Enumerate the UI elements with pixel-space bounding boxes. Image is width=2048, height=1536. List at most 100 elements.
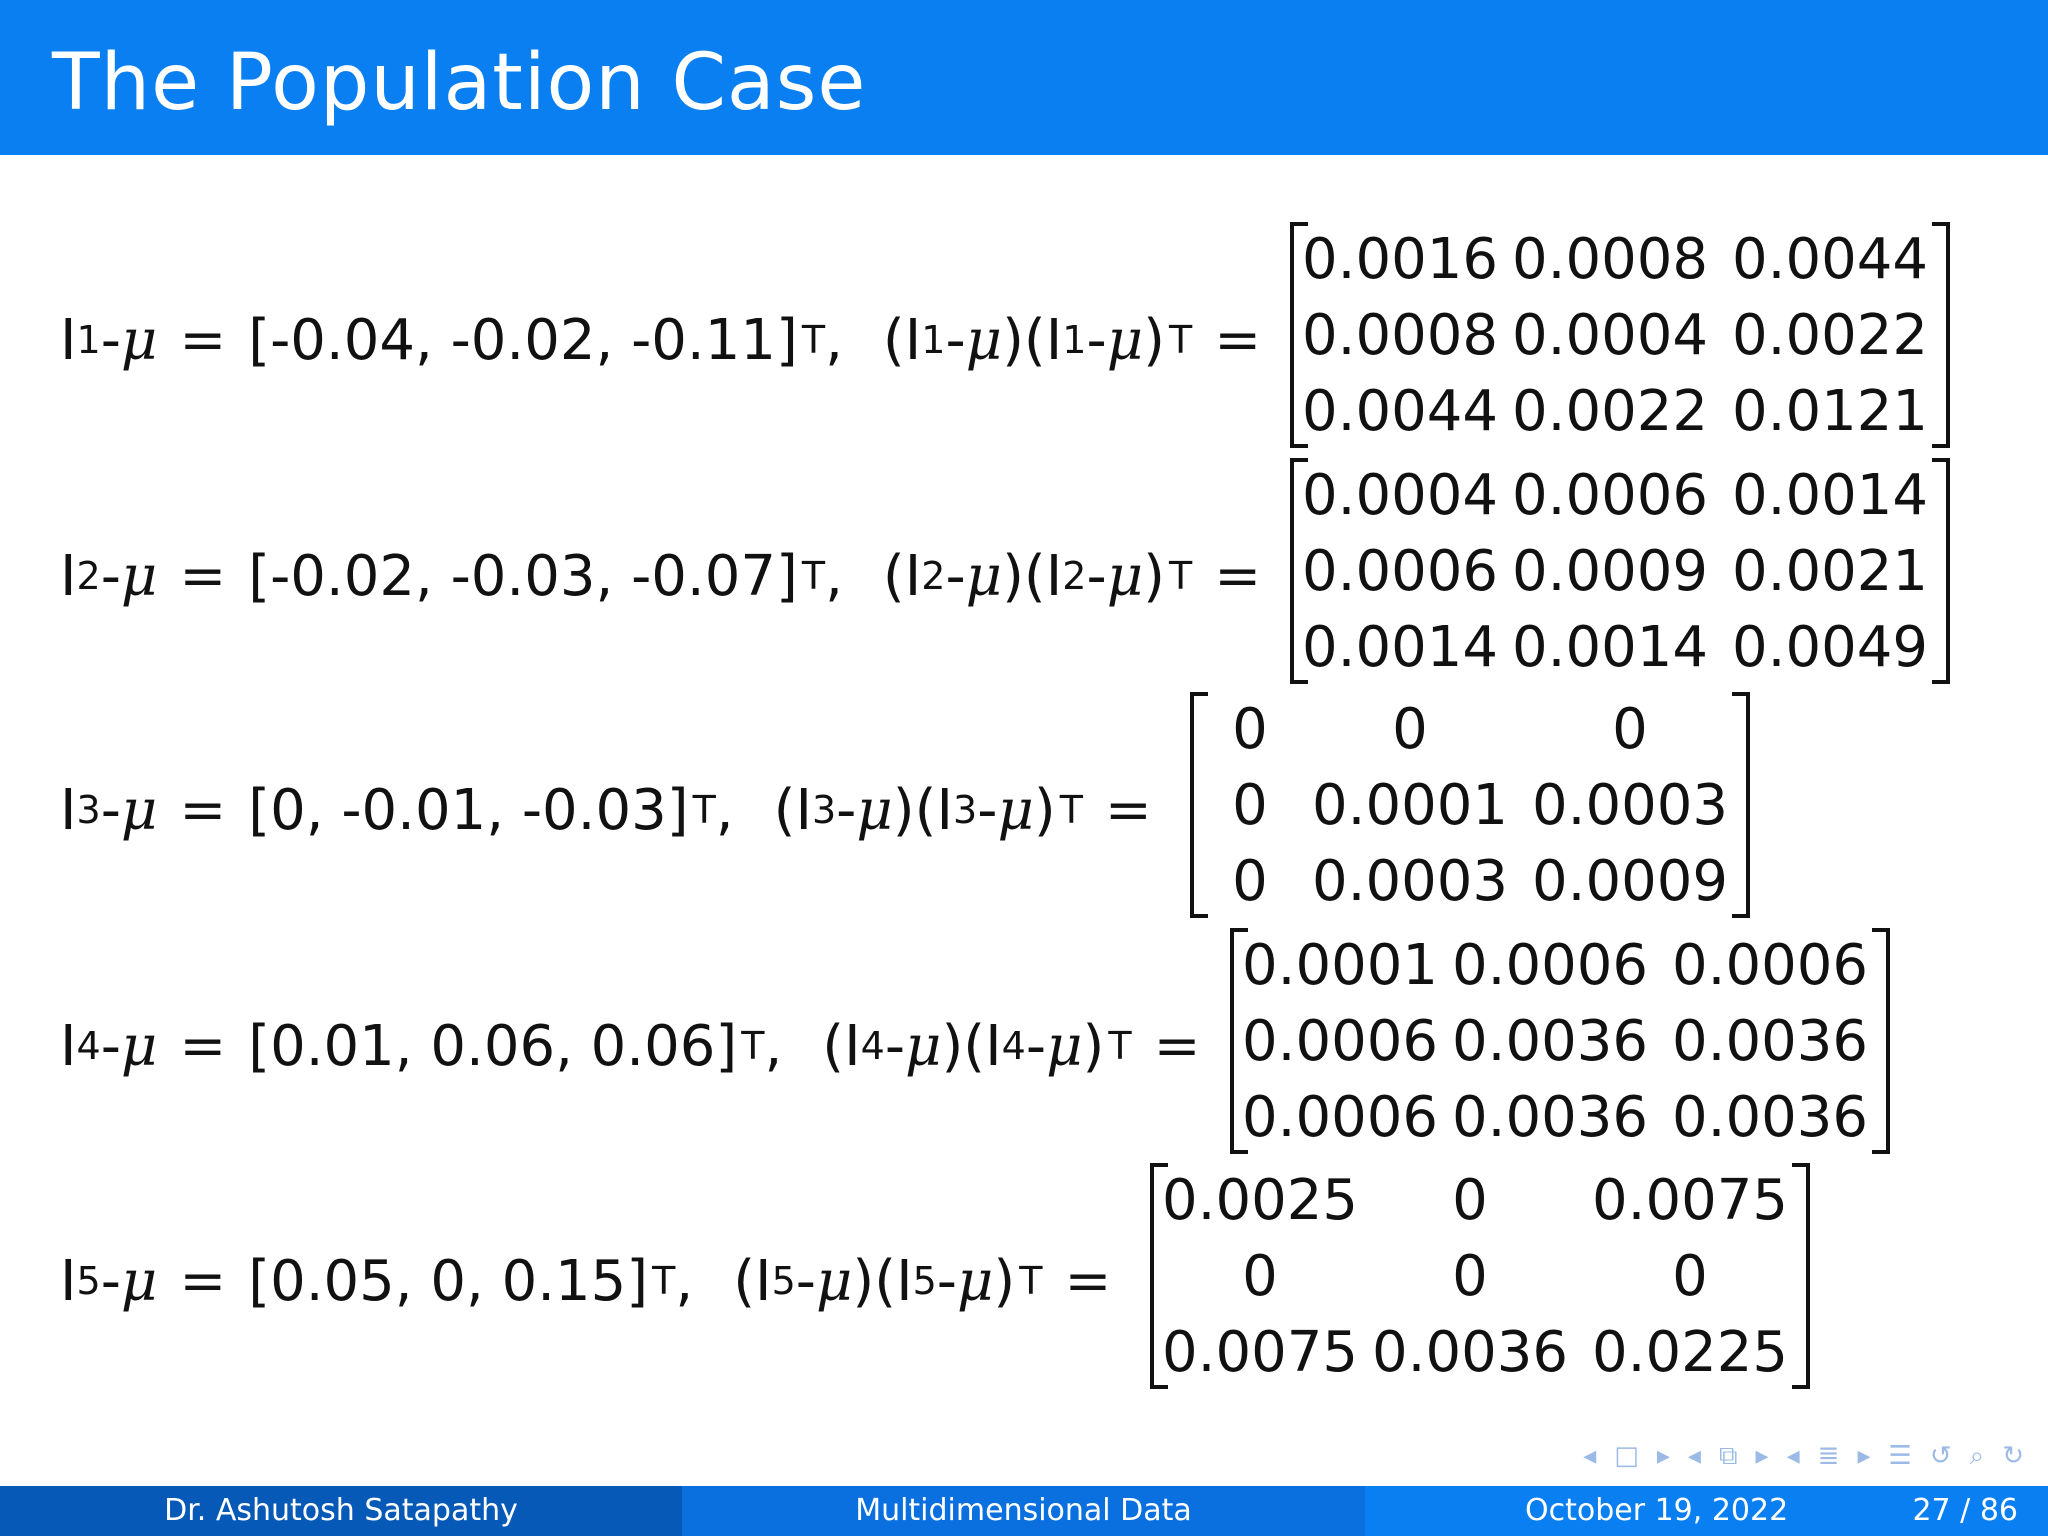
nav-frame-icon[interactable]: □	[1614, 1441, 1639, 1471]
paren-close: )	[852, 1248, 875, 1314]
symbol-i: I	[844, 1013, 861, 1079]
symbol-i: I	[896, 1248, 913, 1314]
symbol-transpose: T	[652, 1259, 676, 1303]
nav-back-icon[interactable]: ↺	[1929, 1441, 1952, 1471]
symbol-mu: μ	[1106, 543, 1144, 609]
row-index: 2	[921, 554, 946, 598]
matrix-cell: 0.0003	[1312, 849, 1508, 914]
row-index: 3	[76, 788, 101, 832]
footer-topic: Multidimensional Data	[682, 1486, 1365, 1536]
matrix-cell: 0	[1612, 697, 1648, 762]
matrix-cell: 0.0004	[1302, 463, 1498, 528]
paren-open: (	[874, 1248, 897, 1314]
paren-open: (	[1023, 543, 1046, 609]
paren-close: )	[1002, 307, 1024, 373]
equation-lhs: I 4- μ = [0.01, 0.06, 0.06] T,(I 4- μ)(I 4- μ) T =	[60, 928, 1222, 1164]
symbol-i: I	[60, 307, 77, 373]
matrix-cell: 0.0009	[1532, 849, 1728, 914]
title-bar: The Population Case	[0, 0, 2048, 155]
nav-prev-section-icon[interactable]: ◂	[1786, 1441, 1800, 1471]
matrix-cell: 0.0036	[1372, 1320, 1568, 1385]
symbol-comma: ,	[825, 307, 843, 373]
matrix-cell: 0.0036	[1672, 1009, 1868, 1074]
symbol-mu: μ	[120, 543, 158, 609]
equation-lhs: I 3- μ = [0, -0.01, -0.03] T,(I 3- μ)(I 3- μ) T =	[60, 692, 1174, 928]
symbol-equals: =	[1214, 307, 1262, 373]
symbol-mu: μ	[965, 307, 1003, 373]
symbol-mu: μ	[965, 543, 1003, 609]
matrix-cell: 0.0006	[1302, 539, 1498, 604]
outer-product-matrix: 0.0025 0 0.0075 0 0 0 0.0075 0.0036 0.0225	[1150, 1163, 1810, 1389]
row-index: 4	[1001, 1024, 1026, 1068]
matrix-cell: 0.0121	[1732, 379, 1928, 444]
paren-open: (	[882, 307, 905, 373]
nav-next-section-icon[interactable]: ▸	[1857, 1441, 1871, 1471]
symbol-minus: -	[1086, 307, 1107, 373]
equation-lhs: I 1- μ = [-0.04, -0.02, -0.11] T,(I 1- μ)(I 1- μ)…	[60, 222, 1283, 458]
matrix-cell: 0	[1232, 697, 1268, 762]
matrix-cell: 0	[1452, 1168, 1488, 1233]
footer-page-number: 27 / 86	[1912, 1493, 2018, 1528]
matrix-cell: 0.0044	[1732, 227, 1928, 292]
matrix-cell: 0.0225	[1592, 1320, 1788, 1385]
matrix-cell: 0.0006	[1242, 1009, 1438, 1074]
deviation-vector: [0, -0.01, -0.03]	[248, 777, 689, 843]
matrix-cell: 0.0006	[1242, 1085, 1438, 1150]
nav-next-frame-icon[interactable]: ▸	[1656, 1441, 1670, 1471]
symbol-i: I	[755, 1248, 772, 1314]
nav-search-icon[interactable]: ⌕	[1969, 1440, 1985, 1471]
symbol-mu: μ	[905, 1013, 942, 1079]
matrix-cell: 0.0014	[1302, 615, 1498, 680]
row-index: 2	[1062, 554, 1087, 598]
nav-prev-frame-icon[interactable]: ◂	[1583, 1441, 1597, 1471]
symbol-mu: μ	[856, 777, 893, 843]
symbol-comma: ,	[715, 777, 734, 843]
symbol-i: I	[1045, 543, 1063, 609]
equation-row: I 5- μ = [0.05, 0, 0.15] T,(I 5- μ)(I 5- μ) T = 0.00…	[0, 1163, 2048, 1399]
outer-product-matrix: 0.0016 0.0008 0.0044 0.0008 0.0004 0.0022 0.00…	[1290, 222, 1950, 448]
nav-prev-subsection-icon[interactable]: ◂	[1687, 1441, 1701, 1471]
nav-toc-icon[interactable]: ☰	[1888, 1441, 1912, 1471]
symbol-mu: μ	[997, 777, 1034, 843]
symbol-minus: -	[795, 1248, 816, 1314]
paren-open: (	[963, 1013, 986, 1079]
matrix-cell: 0.0022	[1732, 303, 1928, 368]
symbol-mu: μ	[120, 307, 158, 373]
outer-product-matrix: 0 0 0 0 0.0001 0.0003 0 0.0003 0.0009	[1190, 692, 1750, 918]
nav-subsection-icon[interactable]: ⧉	[1718, 1440, 1738, 1471]
symbol-mu: μ	[957, 1248, 994, 1314]
matrix-cell: 0.0021	[1732, 539, 1928, 604]
symbol-comma: ,	[675, 1248, 694, 1314]
symbol-equals: =	[1153, 1013, 1201, 1079]
symbol-equals: =	[1214, 543, 1262, 609]
paren-open: (	[733, 1248, 756, 1314]
matrix-cell: 0.0008	[1512, 227, 1708, 292]
nav-section-icon[interactable]: ≣	[1817, 1441, 1840, 1471]
symbol-equals: =	[179, 1248, 227, 1314]
outer-product-matrix: 0.0001 0.0006 0.0006 0.0006 0.0036 0.0036 0.00…	[1230, 928, 1890, 1154]
matrix-cell: 0	[1392, 697, 1428, 762]
symbol-i: I	[936, 777, 954, 843]
symbol-minus: -	[100, 777, 121, 843]
symbol-equals: =	[179, 307, 227, 373]
symbol-mu: μ	[120, 777, 158, 843]
symbol-minus: -	[100, 1248, 121, 1314]
symbol-i: I	[795, 777, 812, 843]
paren-close: )	[892, 777, 915, 843]
symbol-transpose: T	[1059, 788, 1083, 832]
paren-close: )	[1143, 543, 1165, 609]
symbol-transpose: T	[1108, 1024, 1132, 1068]
matrix-cell: 0	[1452, 1244, 1488, 1309]
paren-close: )	[1033, 777, 1056, 843]
paren-open: (	[882, 543, 905, 609]
symbol-mu: μ	[120, 1248, 158, 1314]
symbol-transpose: T	[741, 1024, 765, 1068]
nav-forward-icon[interactable]: ↻	[2002, 1441, 2024, 1471]
symbol-comma: ,	[764, 1013, 783, 1079]
equation-row: I 3- μ = [0, -0.01, -0.03] T,(I 3- μ)(I 3- μ) T = 0 0…	[0, 692, 2048, 928]
symbol-equals: =	[179, 777, 227, 843]
row-index: 4	[76, 1024, 101, 1068]
nav-next-subsection-icon[interactable]: ▸	[1755, 1441, 1769, 1471]
matrix-cell: 0.0009	[1512, 539, 1708, 604]
symbol-i: I	[60, 1013, 77, 1079]
